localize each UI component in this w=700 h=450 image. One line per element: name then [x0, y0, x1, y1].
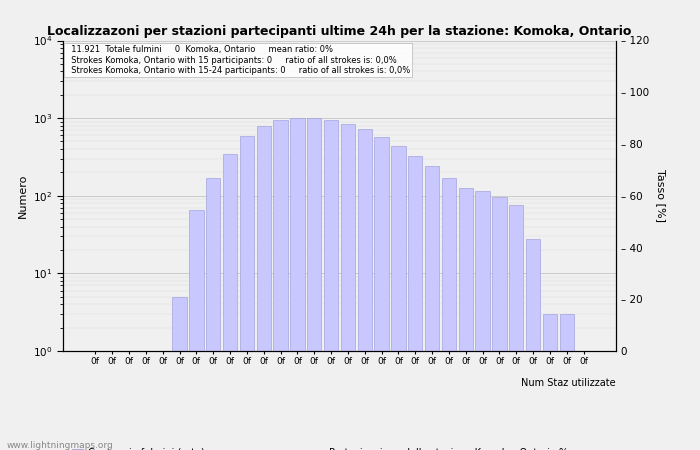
Bar [307, 118, 321, 450]
Bar [88, 351, 102, 450]
Title: Localizzazoni per stazioni partecipanti ultime 24h per la stazione: Komoka, Onta: Localizzazoni per stazioni partecipanti … [48, 25, 631, 38]
Bar [492, 198, 507, 450]
Bar [189, 210, 204, 450]
Bar [239, 136, 254, 450]
Text: Num Staz utilizzate: Num Staz utilizzate [522, 378, 616, 388]
Bar [526, 238, 540, 450]
Bar [442, 178, 456, 450]
Bar [374, 137, 388, 450]
Y-axis label: Tasso [%]: Tasso [%] [656, 169, 666, 222]
Bar [105, 351, 119, 450]
Legend: Conteggio fulmini (rete), Conteggio fulmini stazione Komoka, Ontario, Partecipaz: Conteggio fulmini (rete), Conteggio fulm… [68, 444, 573, 450]
Bar [509, 206, 524, 450]
Bar [543, 314, 557, 450]
Bar [391, 146, 405, 450]
Bar [408, 156, 422, 450]
Bar [290, 118, 304, 450]
Bar [155, 351, 170, 450]
Bar [425, 166, 440, 450]
Text: 11.921  Totale fulmini     0  Komoka, Ontario     mean ratio: 0%
  Strokes Komok: 11.921 Totale fulmini 0 Komoka, Ontario … [66, 45, 410, 75]
Bar [341, 124, 355, 450]
Bar [172, 297, 187, 450]
Bar [358, 129, 372, 450]
Bar [139, 351, 153, 450]
Bar [223, 154, 237, 450]
Bar [257, 126, 271, 450]
Bar [577, 351, 591, 450]
Bar [560, 314, 574, 450]
Bar [122, 351, 136, 450]
Bar [206, 178, 220, 450]
Text: www.lightningmaps.org: www.lightningmaps.org [7, 441, 113, 450]
Bar [324, 120, 338, 450]
Bar [458, 188, 473, 450]
Bar [274, 120, 288, 450]
Bar [475, 191, 490, 450]
Y-axis label: Numero: Numero [18, 174, 27, 218]
